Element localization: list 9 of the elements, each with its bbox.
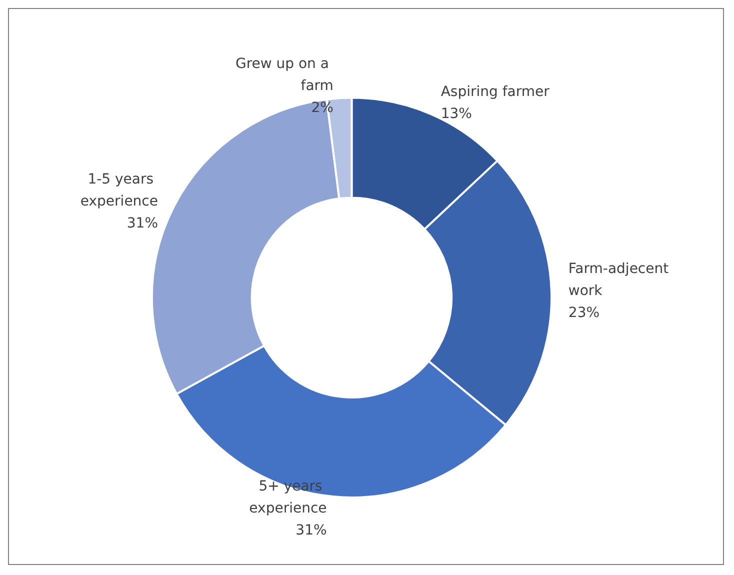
slice-label: Grew up on a farm [235,56,334,94]
data-label: 31% [126,215,158,232]
data-label: 23% [568,304,600,321]
data-label: 31% [296,522,327,538]
slice-label: 1-5 years experience [80,171,158,210]
slice-label: 5+ years experience [249,478,327,516]
slice-label: Farm-adjecent work [568,260,674,299]
slice-label: Aspiring farmer [440,84,550,100]
data-label: 13% [440,106,472,122]
